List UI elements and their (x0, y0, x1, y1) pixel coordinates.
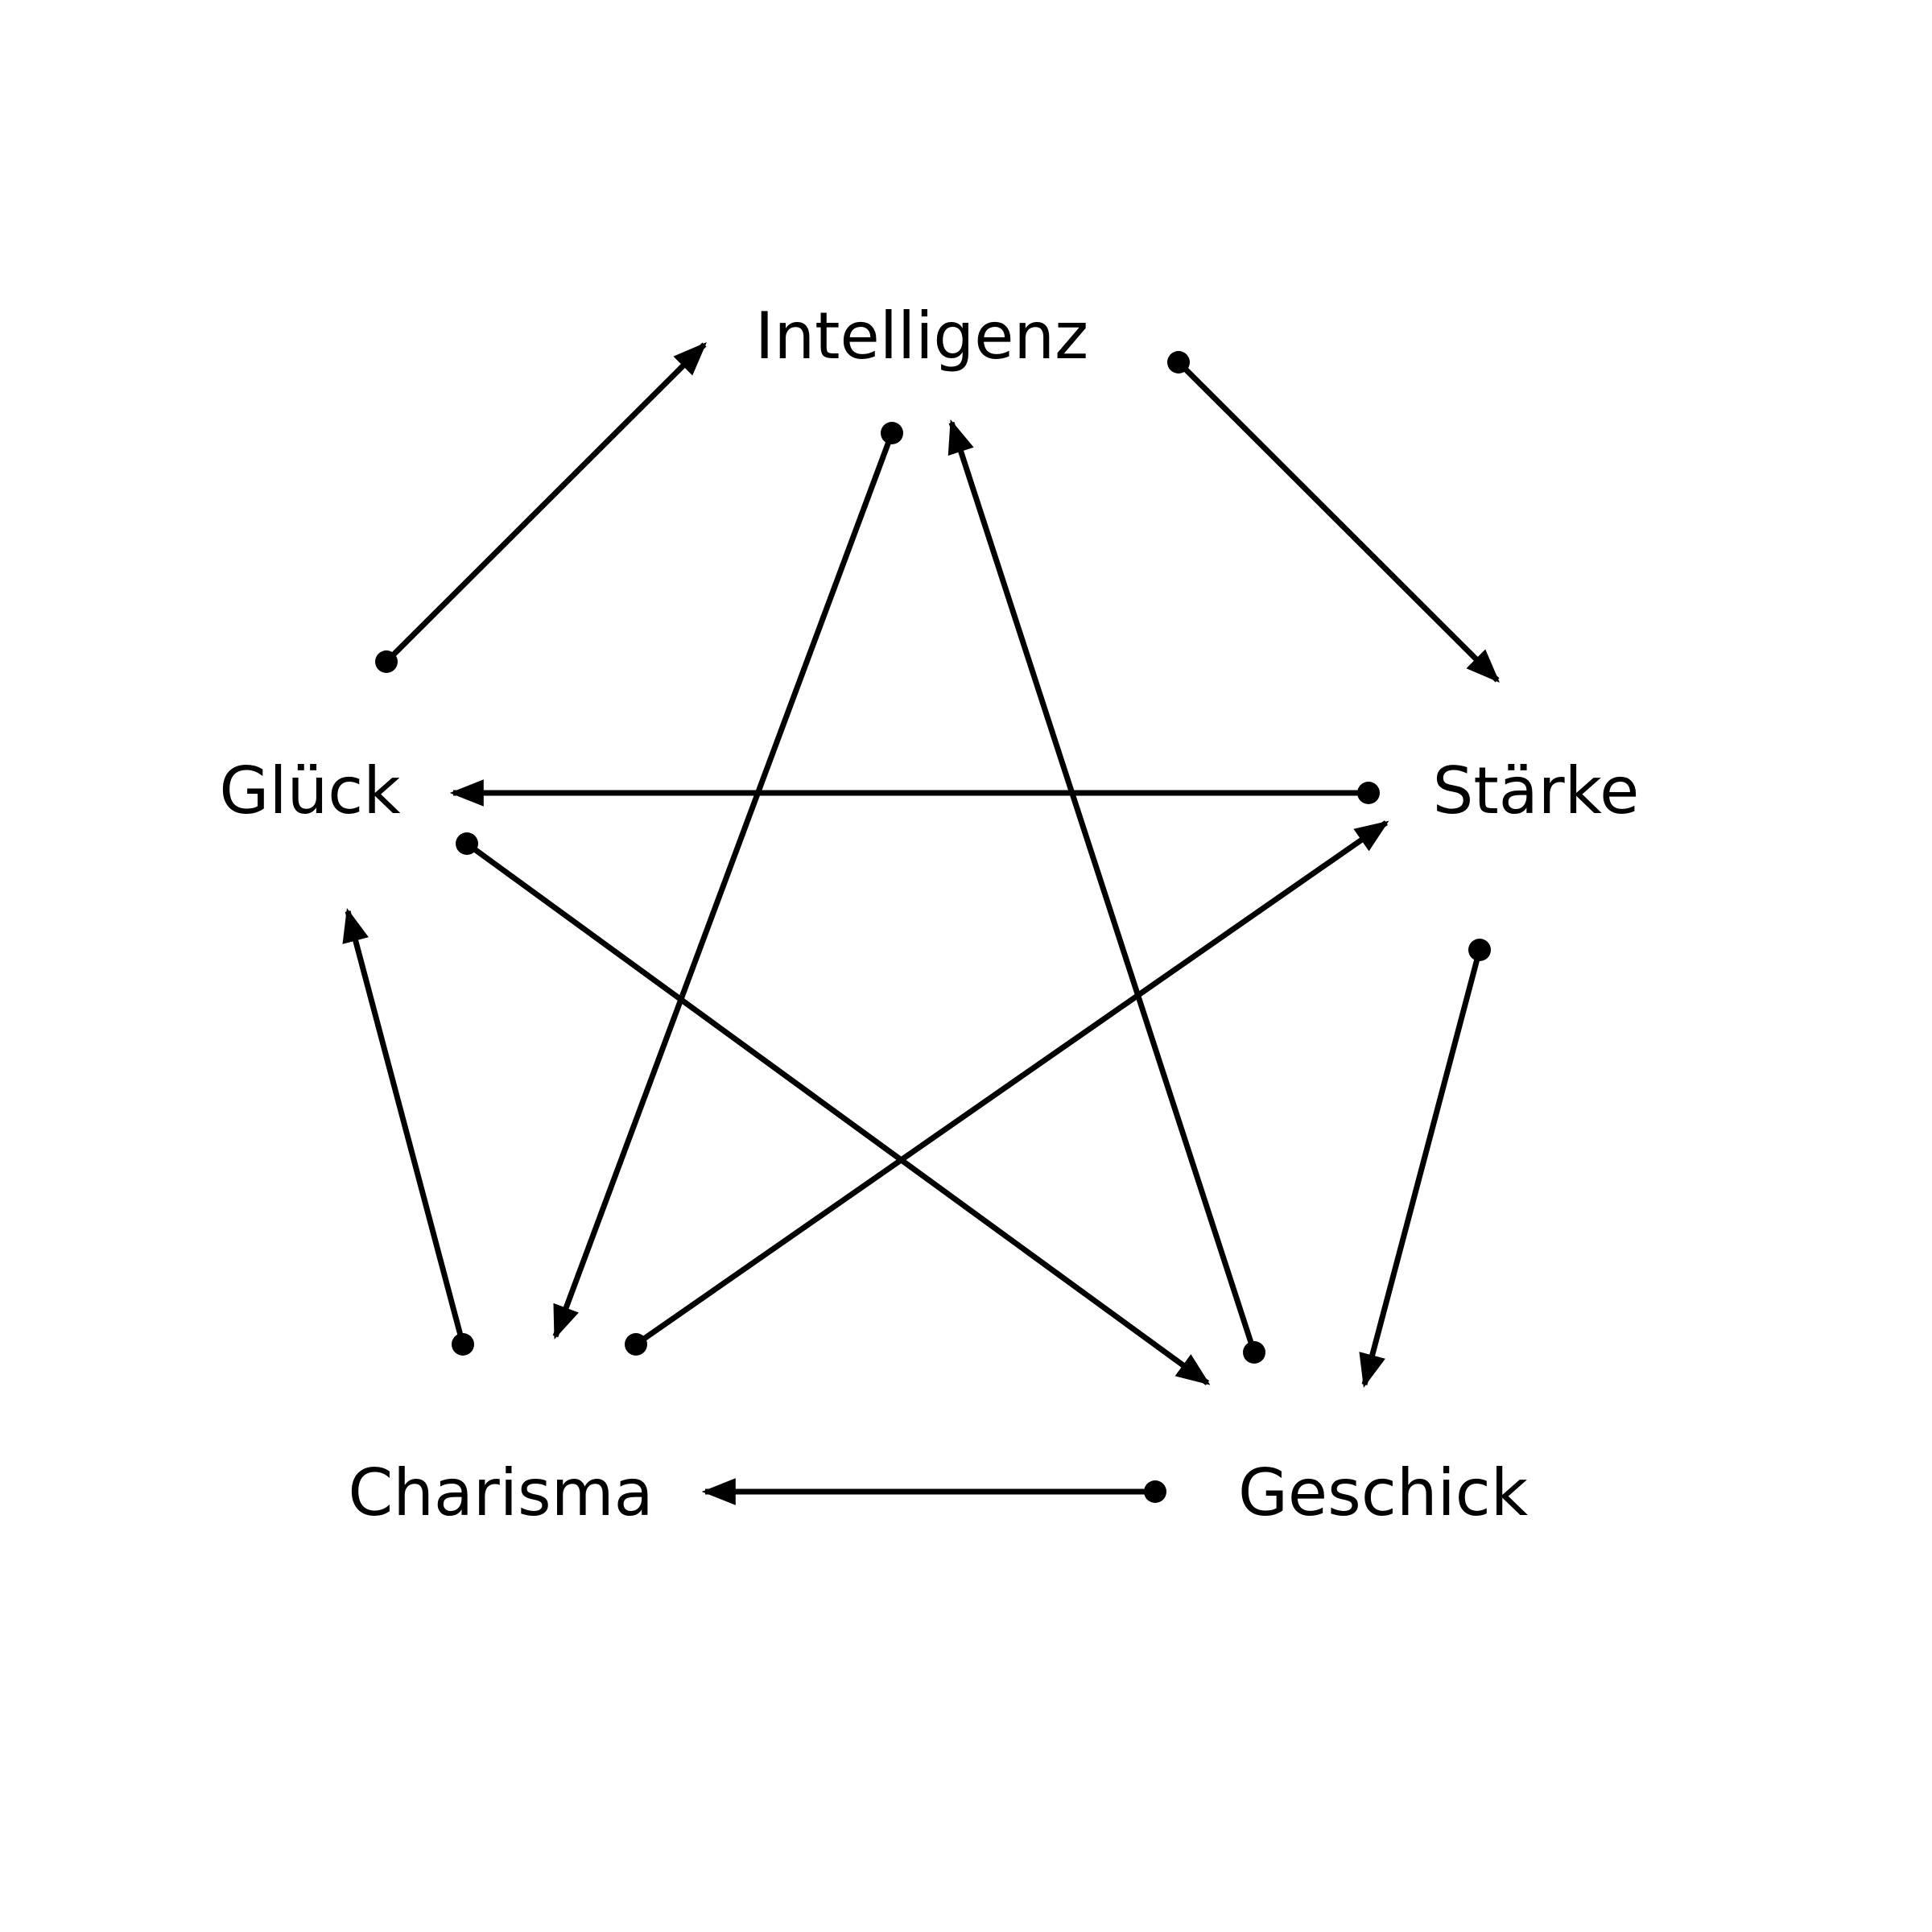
node-label-staerke: Stärke (1433, 753, 1640, 828)
edge-start-dot-charisma-to-staerke (625, 1333, 647, 1356)
edge-start-dot-charisma-to-glueck (452, 1333, 474, 1356)
edge-geschick-to-intelligenz (947, 419, 1257, 1354)
edge-start-dot-staerke-to-geschick (1468, 939, 1491, 961)
edge-intelligenz-to-staerke (1176, 360, 1500, 683)
edge-charisma-to-glueck (342, 907, 466, 1345)
edge-start-dot-staerke-to-glueck (1357, 782, 1380, 804)
edge-intelligenz-to-charisma (552, 431, 895, 1340)
edge-glueck-to-intelligenz (384, 342, 707, 664)
edge-start-dot-glueck-to-intelligenz (375, 650, 398, 673)
edge-start-dot-geschick-to-intelligenz (1243, 1341, 1265, 1364)
node-label-charisma: Charisma (348, 1455, 653, 1530)
edge-start-dot-intelligenz-to-charisma (881, 422, 903, 444)
edges-group (342, 342, 1500, 1505)
edge-start-dot-geschick-to-charisma (1144, 1480, 1166, 1503)
edge-staerke-to-geschick (1359, 949, 1483, 1389)
edge-start-dot-glueck-to-geschick (456, 832, 478, 855)
edge-start-dot-intelligenz-to-staerke (1167, 351, 1190, 374)
labels-group: Intelligenz Stärke Geschick Charisma Glü… (219, 299, 1639, 1530)
node-label-geschick: Geschick (1238, 1455, 1529, 1530)
edge-glueck-to-geschick (464, 841, 1211, 1385)
node-label-intelligenz: Intelligenz (755, 299, 1088, 374)
node-label-glueck: Glück (219, 753, 401, 828)
edge-charisma-to-staerke (634, 820, 1389, 1347)
